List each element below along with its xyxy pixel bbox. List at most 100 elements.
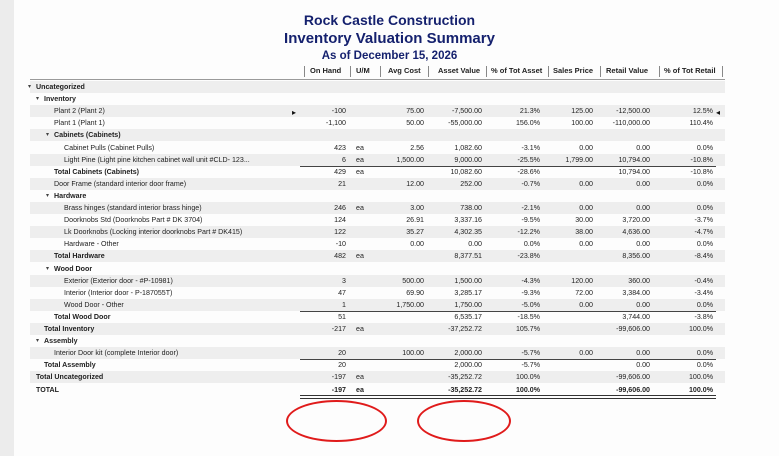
row-label: Exterior (Exterior door - #P-10981) xyxy=(64,276,173,285)
row-label: Total Inventory xyxy=(44,325,95,333)
cell-sales-price: 0.00 xyxy=(579,300,593,309)
cell-sales-price: 100.00 xyxy=(571,119,593,128)
table-row[interactable]: ▾ Inventory xyxy=(30,93,725,105)
table-row[interactable]: Total Uncategorized -197 ea -35,252.72 100.0… xyxy=(30,371,725,384)
cell-pct-tot-asset: -2.1% xyxy=(521,204,540,212)
table-row[interactable]: ▾ Assembly xyxy=(30,335,725,347)
col-pct-tot-asset[interactable]: % of Tot Asset xyxy=(491,66,543,75)
row-label: Total Cabinets (Cabinets) xyxy=(54,167,139,176)
col-on-hand[interactable]: On Hand xyxy=(310,66,342,75)
table-row[interactable]: Brass hinges (standard interior brass hi… xyxy=(30,202,725,214)
cell-asset-value: -55,000.00 xyxy=(448,119,482,128)
table-row[interactable]: Total Cabinets (Cabinets) 429 ea 10,082.60 -… xyxy=(30,166,725,178)
cell-pct-tot-asset: -9.5% xyxy=(521,216,540,225)
row-label: Assembly xyxy=(44,337,78,346)
cell-pct-tot-retail: 0.0% xyxy=(696,361,713,370)
col-avg-cost[interactable]: Avg Cost xyxy=(388,66,421,75)
cell-pct-tot-asset: -5.7% xyxy=(521,361,540,370)
cell-pct-tot-retail: -4.7% xyxy=(694,228,713,237)
col-um[interactable]: U/M xyxy=(356,66,370,75)
cell-sales-price: 0.00 xyxy=(579,143,593,152)
col-pct-tot-retail[interactable]: % of Tot Retail xyxy=(664,66,716,75)
cell-avg-cost: 75.00 xyxy=(406,107,424,116)
collapse-arrow-icon[interactable]: ▾ xyxy=(36,96,40,103)
table-row[interactable]: ▾ Cabinets (Cabinets) xyxy=(30,129,725,142)
cell-avg-cost: 12.00 xyxy=(406,179,424,188)
cell-on-hand: -197 xyxy=(331,373,346,382)
cell-avg-cost: 35.27 xyxy=(406,228,424,237)
cell-asset-value: -35,252.72 xyxy=(448,373,482,382)
table-row[interactable]: Light Pine (Light pine kitchen cabinet w… xyxy=(30,153,725,166)
cell-asset-value: -7,500.00 xyxy=(452,107,482,116)
table-row[interactable]: ▾ Uncategorized xyxy=(28,81,725,93)
table-row[interactable]: Plant 1 (Plant 1) -1,100 50.00 -55,000.00 15… xyxy=(30,117,725,129)
collapse-arrow-icon[interactable]: ▾ xyxy=(36,338,40,345)
col-sales-price[interactable]: Sales Price xyxy=(553,66,594,75)
column-separator xyxy=(722,66,723,77)
table-row[interactable]: ▾ Wood Door xyxy=(30,263,725,275)
table-row[interactable]: Plant 2 (Plant 2) -100 75.00 -7,500.00 21.3%… xyxy=(30,105,725,118)
row-pointer-icon: ▸ xyxy=(292,108,297,117)
table-row[interactable]: Total Assembly 20 2,000.00 -5.7% 0.00 0.0% xyxy=(30,359,725,371)
collapse-arrow-icon[interactable]: ▾ xyxy=(46,192,50,199)
cell-pct-tot-retail: 0.0% xyxy=(696,349,713,358)
table-row[interactable]: Total Wood Door 51 6,535.17 -18.5% 3,744.00 -… xyxy=(30,311,725,323)
cell-pct-tot-retail: -10.8% xyxy=(690,155,713,164)
table-row[interactable]: ▾ Hardware xyxy=(30,190,725,202)
collapse-arrow-icon[interactable]: ▾ xyxy=(28,84,32,90)
row-label: Total Wood Door xyxy=(54,312,111,321)
collapse-arrow-icon[interactable]: ▾ xyxy=(46,132,50,139)
cell-retail-value: -99,606.00 xyxy=(616,325,650,333)
cell-avg-cost: 50.00 xyxy=(406,119,424,128)
grand-total-rule xyxy=(300,394,716,399)
table-row[interactable]: Total Hardware 482 ea 8,377.51 -23.8% 8,356.0… xyxy=(30,250,725,263)
collapse-arrow-icon[interactable]: ▾ xyxy=(46,265,50,272)
table-row[interactable]: Hardware - Other -10 0.00 0.00 0.0% 0.00 0.00 0… xyxy=(30,238,725,250)
row-label: Light Pine (Light pine kitchen cabinet w… xyxy=(64,155,250,164)
cell-pct-tot-retail: -8.4% xyxy=(694,252,713,261)
cell-on-hand: 429 xyxy=(334,167,346,176)
row-label: Doorknobs Std (Doorknobs Part # DK 3704) xyxy=(64,216,203,225)
cell-asset-value: 6,535.17 xyxy=(454,312,482,321)
cell-pct-tot-retail: 0.0% xyxy=(696,300,713,309)
col-retail-value[interactable]: Retail Value xyxy=(606,66,649,75)
cell-on-hand: -217 xyxy=(331,325,346,333)
table-row[interactable]: TOTAL -197 ea -35,252.72 100.0% -99,606.00 100… xyxy=(30,384,725,396)
subtotal-rule xyxy=(300,165,716,167)
cell-avg-cost: 100.00 xyxy=(402,349,424,358)
col-asset-value[interactable]: Asset Value xyxy=(438,66,481,75)
cell-avg-cost: 0.00 xyxy=(410,240,424,249)
table-row[interactable]: Door Frame (standard interior door frame… xyxy=(30,177,725,190)
table-row[interactable]: Wood Door - Other 1 1,750.00 1,750.00 -5.0% 0… xyxy=(30,298,725,311)
report-title: Inventory Valuation Summary xyxy=(284,30,495,47)
cell-retail-value: 0.00 xyxy=(636,300,650,309)
cell-asset-value: -35,252.72 xyxy=(448,385,482,394)
table-row[interactable]: Exterior (Exterior door - #P-10981) 3 500.… xyxy=(30,274,725,287)
cell-sales-price: 120.00 xyxy=(571,276,593,285)
cell-um: ea xyxy=(356,385,364,394)
cell-sales-price: 0.00 xyxy=(579,179,593,188)
cell-on-hand: 47 xyxy=(338,288,346,297)
table-row[interactable]: Interior (Interior door - P-187055T) 47 69… xyxy=(30,287,725,299)
row-label: Plant 2 (Plant 2) xyxy=(54,107,105,116)
cell-retail-value: 10,794.00 xyxy=(618,167,650,176)
cell-asset-value: 8,377.51 xyxy=(454,252,482,261)
cell-asset-value: 4,302.35 xyxy=(454,228,482,237)
scroll-marker-icon: ◂ xyxy=(716,108,721,117)
table-row[interactable]: Total Inventory -217 ea -37,252.72 105.7% -99… xyxy=(30,323,725,335)
table-row[interactable]: Doorknobs Std (Doorknobs Part # DK 3704)… xyxy=(30,214,725,226)
table-row[interactable]: Cabinet Pulls (Cabinet Pulls) 423 ea 2.56 1,… xyxy=(30,142,725,154)
cell-on-hand: -100 xyxy=(331,107,346,116)
table-row[interactable]: Lk Doorknobs (Locking interior doorknobs… xyxy=(30,226,725,239)
cell-asset-value: -37,252.72 xyxy=(448,325,482,333)
cell-sales-price: 125.00 xyxy=(571,107,593,116)
table-row[interactable]: Interior Door kit (complete Interior doo… xyxy=(30,347,725,360)
cell-pct-tot-asset: 21.3% xyxy=(519,107,540,116)
cell-um: ea xyxy=(356,143,364,152)
cell-pct-tot-asset: -12.2% xyxy=(517,228,540,237)
cell-pct-tot-retail: 0.0% xyxy=(696,240,713,249)
cell-pct-tot-asset: 156.0% xyxy=(515,119,540,128)
report-date: As of December 15, 2026 xyxy=(321,50,458,62)
cell-pct-tot-asset: -18.5% xyxy=(517,312,540,321)
cell-on-hand: -197 xyxy=(331,385,346,394)
